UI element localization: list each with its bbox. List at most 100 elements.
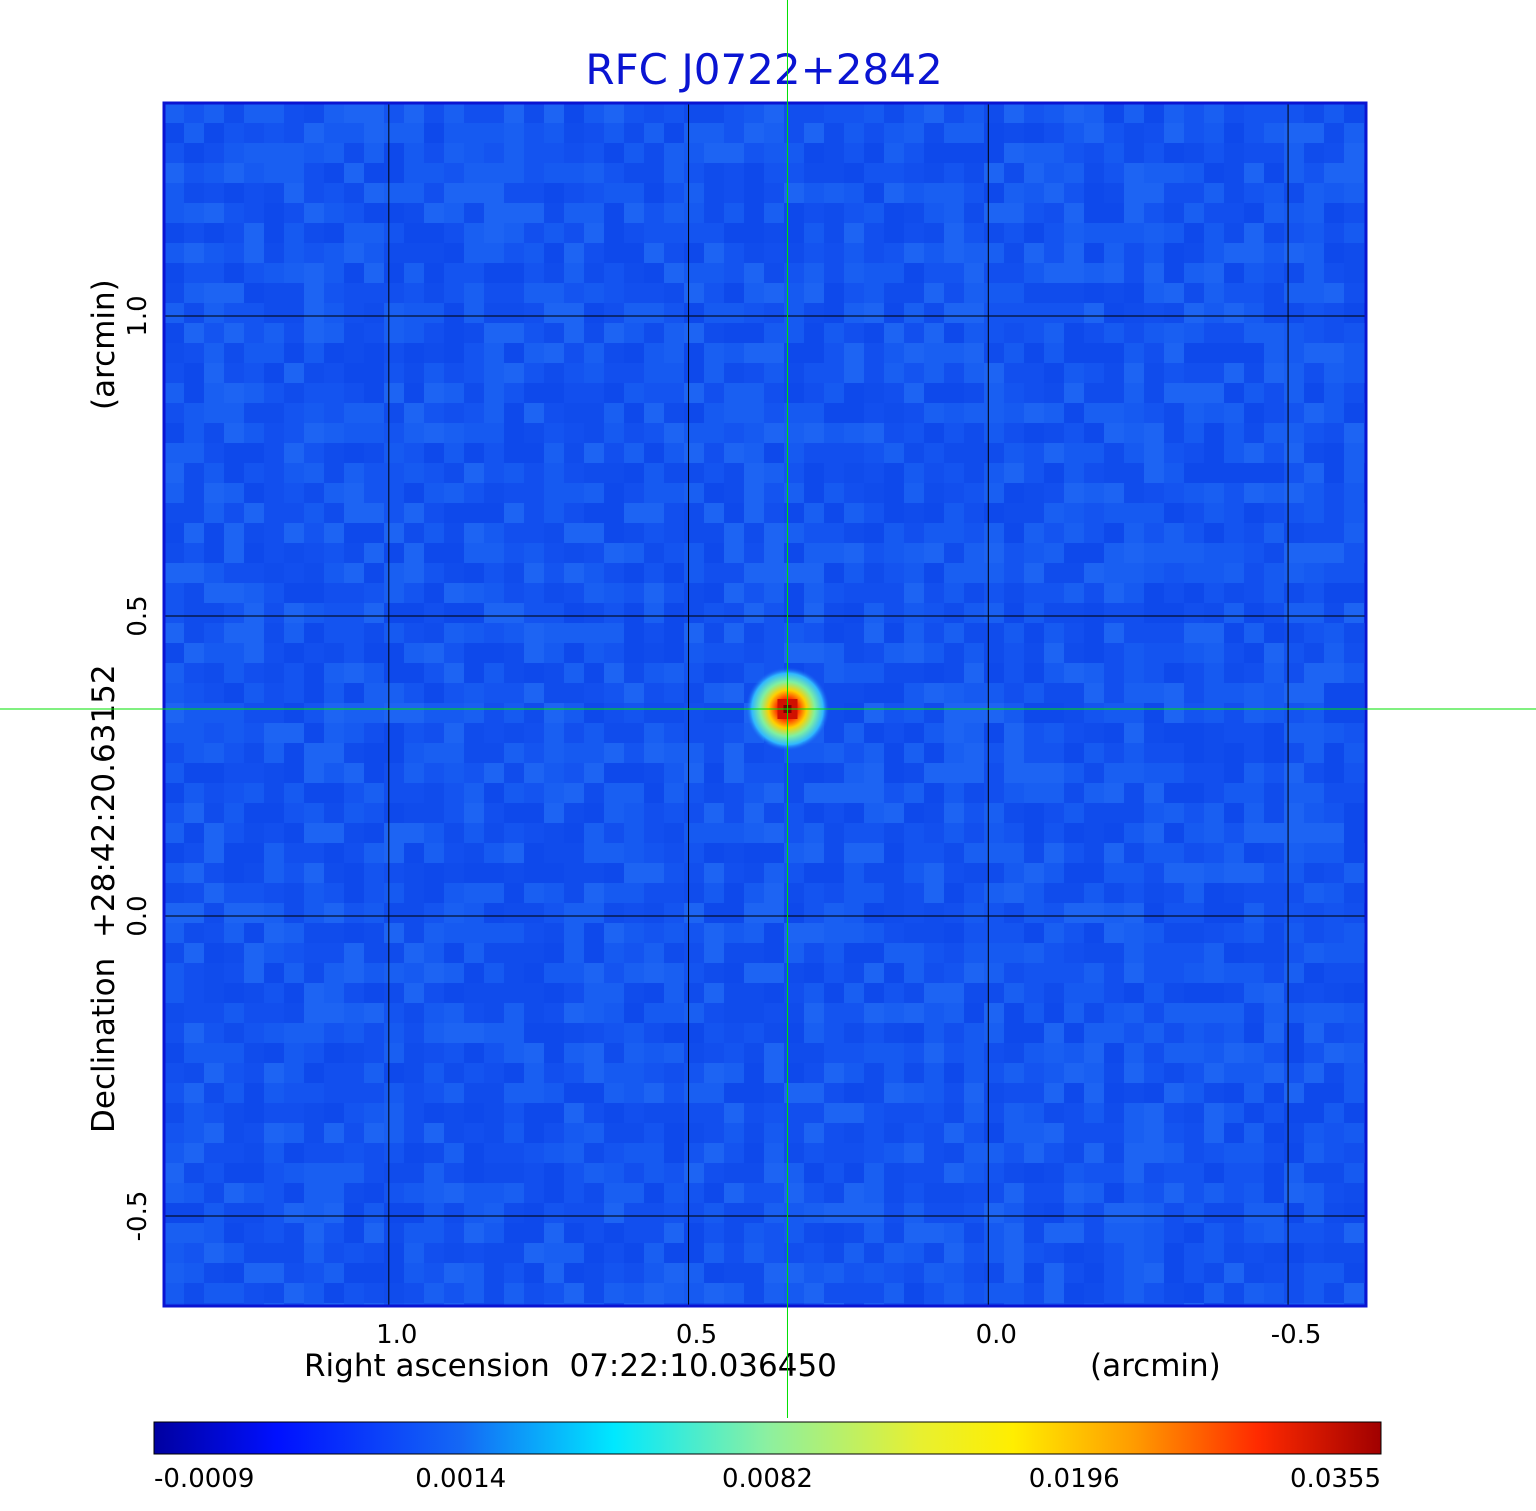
noise-pixel: [824, 1183, 844, 1203]
noise-pixel: [444, 643, 464, 663]
noise-pixel: [324, 183, 344, 203]
crosshair: [0, 0, 1536, 1418]
noise-pixel: [764, 423, 784, 443]
noise-pixel: [404, 1203, 424, 1223]
noise-pixel: [1204, 623, 1224, 643]
noise-pixel: [844, 143, 864, 163]
noise-pixel: [364, 903, 384, 923]
noise-pixel: [244, 943, 264, 963]
noise-pixel: [684, 603, 704, 623]
noise-pixel: [624, 383, 644, 403]
noise-pixel: [364, 343, 384, 363]
noise-pixel: [1284, 543, 1304, 563]
noise-pixel: [324, 903, 344, 923]
noise-pixel: [1044, 963, 1064, 983]
noise-pixel: [1044, 143, 1064, 163]
noise-pixel: [444, 563, 464, 583]
noise-pixel: [864, 643, 884, 663]
noise-pixel: [404, 543, 424, 563]
noise-pixel: [784, 863, 804, 883]
noise-pixel: [184, 543, 204, 563]
noise-pixel: [944, 403, 964, 423]
noise-pixel: [164, 283, 184, 303]
noise-pixel: [1024, 1183, 1044, 1203]
noise-pixel: [224, 123, 244, 143]
noise-pixel: [904, 1143, 924, 1163]
noise-pixel: [184, 523, 204, 543]
noise-pixel: [1204, 1123, 1224, 1143]
noise-pixel: [1204, 203, 1224, 223]
noise-pixel: [864, 263, 884, 283]
noise-pixel: [744, 483, 764, 503]
noise-pixel: [744, 623, 764, 643]
noise-pixel: [1184, 823, 1204, 843]
noise-pixel: [1024, 903, 1044, 923]
noise-pixel: [664, 483, 684, 503]
noise-pixel: [364, 1123, 384, 1143]
noise-pixel: [1004, 183, 1024, 203]
noise-pixel: [224, 503, 244, 523]
noise-pixel: [504, 803, 524, 823]
noise-pixel: [1244, 403, 1264, 423]
noise-pixel: [564, 143, 584, 163]
noise-pixel: [464, 1083, 484, 1103]
noise-pixel: [944, 1023, 964, 1043]
noise-pixel: [1244, 223, 1264, 243]
noise-pixel: [304, 1143, 324, 1163]
noise-pixel: [964, 263, 984, 283]
noise-pixel: [944, 603, 964, 623]
noise-pixel: [904, 703, 924, 723]
noise-pixel: [1064, 883, 1084, 903]
noise-pixel: [1224, 503, 1244, 523]
noise-pixel: [664, 1283, 684, 1303]
noise-pixel: [964, 723, 984, 743]
noise-pixel: [524, 683, 544, 703]
noise-pixel: [1104, 283, 1124, 303]
noise-pixel: [344, 963, 364, 983]
noise-pixel: [624, 343, 644, 363]
noise-pixel: [444, 763, 464, 783]
noise-pixel: [1104, 1123, 1124, 1143]
noise-pixel: [1284, 123, 1304, 143]
noise-pixel: [164, 1223, 184, 1243]
noise-pixel: [884, 363, 904, 383]
noise-pixel: [504, 583, 524, 603]
noise-pixel: [1204, 743, 1224, 763]
noise-pixel: [884, 863, 904, 883]
noise-pixel: [844, 583, 864, 603]
noise-pixel: [584, 1183, 604, 1203]
noise-pixel: [764, 1203, 784, 1223]
noise-pixel: [804, 803, 824, 823]
noise-pixel: [604, 823, 624, 843]
noise-pixel: [504, 923, 524, 943]
noise-pixel: [684, 1183, 704, 1203]
noise-pixel: [464, 223, 484, 243]
plot-frame: [162, 101, 1368, 1308]
noise-pixel: [484, 1203, 504, 1223]
noise-pixel: [704, 923, 724, 943]
noise-pixel: [1264, 1163, 1284, 1183]
noise-pixel: [844, 543, 864, 563]
y-tick-label: 1.0: [123, 295, 153, 336]
noise-pixel: [164, 503, 184, 523]
noise-pixel: [424, 1003, 444, 1023]
noise-pixel: [964, 823, 984, 843]
noise-pixel: [1284, 503, 1304, 523]
noise-pixel: [1144, 703, 1164, 723]
noise-pixel: [464, 683, 484, 703]
noise-pixel: [744, 1283, 764, 1303]
noise-pixel: [444, 1283, 464, 1303]
noise-pixel: [924, 1023, 944, 1043]
noise-pixel: [904, 503, 924, 523]
noise-pixel: [564, 843, 584, 863]
noise-pixel: [384, 243, 404, 263]
noise-pixel: [304, 1123, 324, 1143]
noise-pixel: [684, 1263, 704, 1283]
noise-pixel: [304, 183, 324, 203]
noise-pixel: [624, 1163, 644, 1183]
noise-pixel: [244, 103, 264, 123]
noise-pixel: [704, 1243, 724, 1263]
noise-pixel: [484, 963, 504, 983]
noise-pixel: [1084, 383, 1104, 403]
noise-pixel: [804, 903, 824, 923]
